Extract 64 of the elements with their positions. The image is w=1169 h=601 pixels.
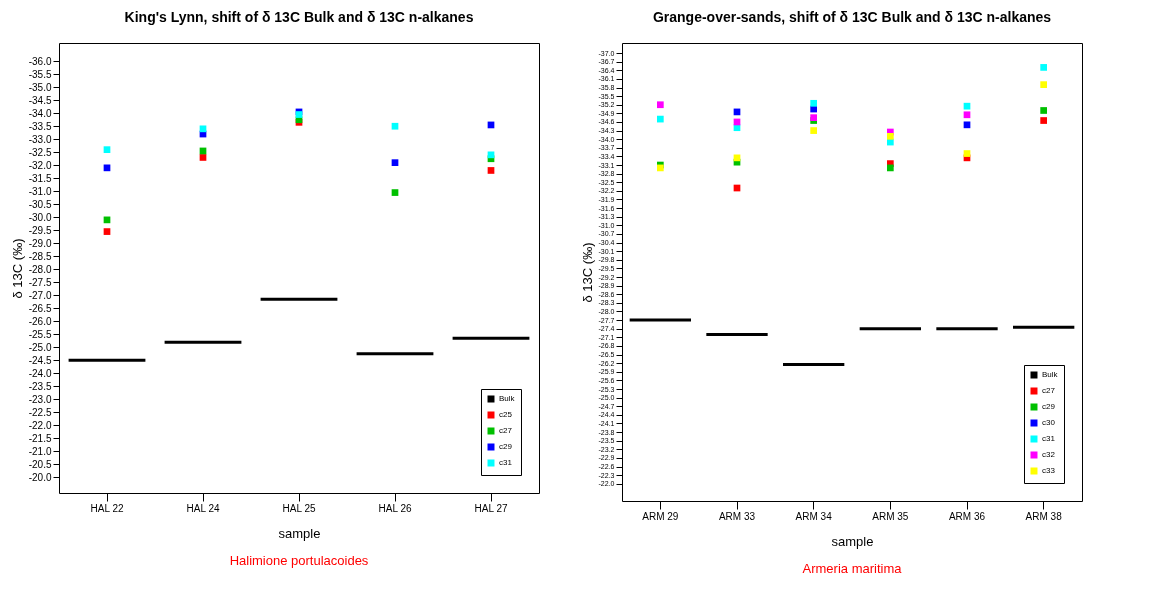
y-tick-label: -34.5 [28,94,52,106]
y-tick-label: -21.5 [28,432,52,444]
x-tick-label: ARM 38 [1025,510,1063,522]
legend-label: c25 [499,410,513,419]
x-axis-title: sample [831,533,874,549]
y-tick-label: -26.0 [28,315,52,327]
y-tick-label: -20.0 [28,471,52,483]
x-tick-label: HAL 24 [186,502,220,514]
y-axis-title: δ 13C (‰) [9,238,25,299]
legend-label: c33 [1042,466,1056,475]
y-tick-label: -22.5 [28,406,52,418]
x-tick-label: HAL 22 [90,502,124,514]
y-tick-label: -25.0 [28,341,52,353]
x-tick-label: HAL 26 [378,502,412,514]
x-tick-label: HAL 25 [282,502,316,514]
y-tick-label: -32.5 [28,146,52,158]
legend-label: c29 [499,442,513,451]
y-tick-label: -35.5 [28,68,52,80]
legend-label: c31 [1042,434,1056,443]
y-tick-label: -26.5 [28,302,52,314]
y-tick-label: -31.5 [28,172,52,184]
y-tick-label: -29.5 [28,224,52,236]
y-tick-label: -33.5 [28,120,52,132]
y-tick-label: -23.5 [28,380,52,392]
y-tick-label: -28.5 [28,250,52,262]
y-tick-label: -25.5 [28,328,52,340]
chart-title: Grange-over-sands, shift of δ 13C Bulk and δ 13C n-alkanes [652,9,1052,25]
legend-label: c27 [499,426,513,435]
legend-label: Bulk [499,394,516,403]
legend-label: c31 [499,458,513,467]
y-tick-label: -35.0 [28,81,52,93]
x-tick-label: ARM 29 [642,510,679,522]
y-tick-label: -33.0 [28,133,52,145]
y-axis-title: δ 13C (‰) [579,242,595,303]
chart-title: King's Lynn, shift of δ 13C Bulk and δ 13C n-alkanes [124,9,474,25]
y-tick-label: -28.0 [28,263,52,275]
text: Armeria maritima [802,561,903,576]
y-tick-label: -20.5 [28,458,52,470]
y-tick-label: -22.0 [28,419,52,431]
legend-label: c29 [1042,402,1056,411]
x-axis-title: sample [278,525,321,541]
legend-label: c27 [1042,386,1056,395]
y-tick-label: -32.0 [28,159,52,171]
x-tick-label: ARM 33 [718,510,756,522]
y-tick-label: -24.5 [28,354,52,366]
legend-label: c32 [1042,450,1056,459]
legend-label: c30 [1042,418,1056,427]
y-tick-label: -30.5 [28,198,52,210]
y-tick-label: -30.0 [28,211,52,223]
x-tick-label: HAL 27 [474,502,508,514]
y-tick-label: -27.5 [28,276,52,288]
text: Halimione portulacoides [229,553,369,568]
y-tick-label: -21.0 [28,445,52,457]
y-tick-label: -24.0 [28,367,52,379]
x-tick-label: ARM 35 [872,510,909,522]
legend-label: Bulk [1042,370,1059,379]
y-tick-label: -36.0 [28,55,52,67]
y-tick-label: -27.0 [28,289,52,301]
y-tick-label: -31.0 [28,185,52,197]
y-tick-label: -29.0 [28,237,52,249]
y-tick-label: -23.0 [28,393,52,405]
x-tick-label: ARM 34 [795,510,833,522]
x-tick-label: ARM 36 [948,510,986,522]
y-tick-label: -34.0 [28,107,52,119]
